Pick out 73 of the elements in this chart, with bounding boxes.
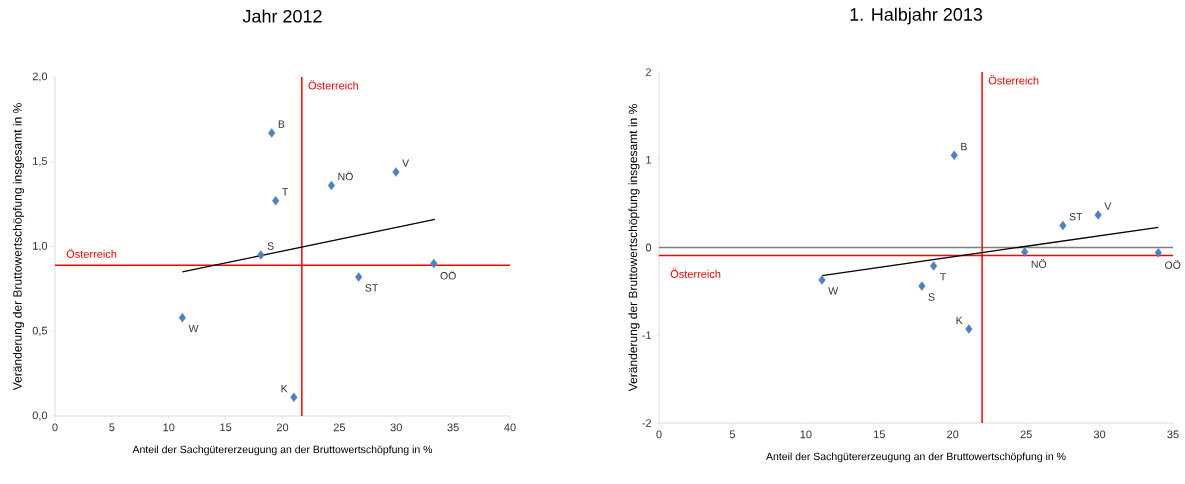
- annotation: T: [940, 273, 946, 281]
- y-tick-label: 0,5: [32, 326, 48, 336]
- x-tick-label: 15: [220, 423, 232, 432]
- ref-line-label: Österreich: [308, 80, 359, 90]
- annotation: ST: [365, 284, 379, 292]
- chart-title: Jahr 2012: [242, 9, 322, 23]
- y-axis-title: Veränderung der Bruttowertschöpfung insgesamt in %: [12, 103, 25, 391]
- point: [257, 250, 265, 260]
- annotation: NÖ: [1031, 259, 1047, 268]
- y-tick-label: 1,5: [33, 157, 48, 167]
- annotation: S: [928, 293, 935, 301]
- x-tick-label: 40: [504, 423, 516, 432]
- x-axis-title: Anteil der Sachgütererzeugung an der Bruttowertschöpfung in %: [132, 445, 433, 456]
- annotation: B: [961, 142, 967, 151]
- y-axis-title: Veränderung der Bruttowertschöpfung insgesamt in %: [628, 104, 640, 392]
- point: [818, 275, 826, 285]
- x-tick-label: 5: [729, 430, 736, 439]
- point: [355, 272, 363, 282]
- y-tick-label: 1: [646, 155, 652, 164]
- point: [950, 150, 958, 161]
- annotation: S: [267, 242, 274, 250]
- y-tick-label: 0,0: [32, 411, 48, 421]
- annotation: V: [402, 159, 410, 167]
- point: [1059, 220, 1067, 231]
- point: [272, 196, 280, 206]
- x-tick-label: 25: [1020, 430, 1032, 439]
- y-tick-label: 2: [645, 68, 651, 76]
- x-axis-title: Anteil der Sachgütererzeugung an der Bruttowertschöpfung in %: [766, 452, 1066, 463]
- ref-line-label: Österreich: [66, 248, 117, 258]
- point: [178, 312, 186, 323]
- point: [290, 392, 298, 403]
- annotation: V: [1104, 202, 1112, 210]
- x-tick-label: 0: [52, 423, 58, 432]
- point: [327, 180, 335, 191]
- x-tick-label: 35: [1167, 430, 1179, 439]
- annotation: OÖ: [1165, 259, 1181, 269]
- annotation: OÖ: [440, 270, 456, 280]
- x-tick-label: 30: [390, 423, 402, 432]
- annotation: B: [278, 120, 285, 128]
- x-tick-label: 20: [947, 430, 959, 439]
- point: [930, 261, 938, 271]
- annotation: ST: [1069, 212, 1083, 221]
- y-tick-label: 1,0: [33, 241, 48, 252]
- x-tick-label: 35: [447, 423, 459, 432]
- x-tick-label: 15: [874, 430, 885, 439]
- point: [965, 324, 973, 334]
- x-tick-label: 25: [333, 423, 346, 432]
- x-tick-label: 30: [1093, 430, 1106, 439]
- annotation: W: [188, 324, 199, 333]
- annotation: T: [282, 188, 289, 196]
- x-tick-label: 5: [109, 423, 115, 432]
- y-tick-label: 2,0: [32, 72, 48, 82]
- point: [1021, 247, 1029, 257]
- point: [268, 128, 276, 138]
- point: [1094, 210, 1102, 220]
- ref-line-label: Österreich: [670, 268, 721, 278]
- y-tick-label: -1: [642, 331, 652, 340]
- annotation: K: [281, 384, 288, 393]
- annotation: W: [828, 287, 839, 295]
- y-tick-label: -2: [642, 419, 651, 427]
- y-tick-label: 0: [645, 243, 652, 252]
- point: [392, 167, 400, 177]
- point: [1154, 248, 1162, 258]
- point: [918, 281, 926, 291]
- x-tick-label: 20: [276, 423, 289, 432]
- chart-title: 1. Halbjahr 2013: [850, 7, 983, 25]
- point: [430, 258, 438, 269]
- x-tick-label: 0: [656, 430, 662, 439]
- x-tick-label: 10: [800, 430, 812, 439]
- ref-line-label: Österreich: [988, 75, 1039, 85]
- annotation: NÖ: [338, 171, 353, 181]
- x-tick-label: 10: [163, 423, 175, 432]
- annotation: K: [956, 316, 963, 324]
